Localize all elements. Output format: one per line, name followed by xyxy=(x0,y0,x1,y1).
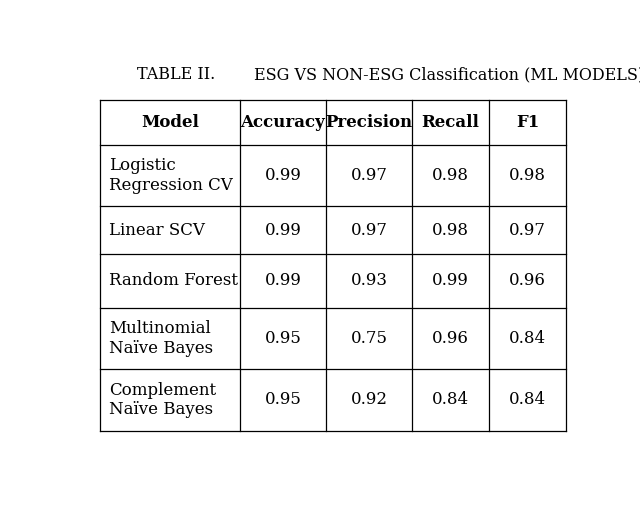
Text: 0.98: 0.98 xyxy=(432,167,469,184)
Text: Logistic
Regression CV: Logistic Regression CV xyxy=(109,157,232,194)
Text: 0.95: 0.95 xyxy=(264,330,301,347)
Text: 0.98: 0.98 xyxy=(509,167,546,184)
Text: Multinomial
Naïve Bayes: Multinomial Naïve Bayes xyxy=(109,321,213,357)
Text: 0.96: 0.96 xyxy=(432,330,469,347)
Text: Linear SCV: Linear SCV xyxy=(109,221,205,239)
Text: 0.97: 0.97 xyxy=(509,221,546,239)
Text: 0.99: 0.99 xyxy=(264,167,301,184)
Text: Model: Model xyxy=(141,114,198,131)
Text: 0.84: 0.84 xyxy=(509,330,546,347)
Text: 0.99: 0.99 xyxy=(432,272,469,290)
Text: 0.95: 0.95 xyxy=(264,392,301,408)
Text: ESG VS NON-ESG Classification (ML MODELS): ESG VS NON-ESG Classification (ML MODELS… xyxy=(253,66,640,83)
Text: 0.96: 0.96 xyxy=(509,272,546,290)
Text: 0.99: 0.99 xyxy=(264,272,301,290)
Text: Recall: Recall xyxy=(422,114,479,131)
Text: Complement
Naïve Bayes: Complement Naïve Bayes xyxy=(109,382,216,418)
Text: 0.98: 0.98 xyxy=(432,221,469,239)
Text: 0.75: 0.75 xyxy=(351,330,388,347)
Text: F1: F1 xyxy=(516,114,540,131)
Text: 0.84: 0.84 xyxy=(509,392,546,408)
Text: 0.97: 0.97 xyxy=(351,221,388,239)
Text: TABLE II.: TABLE II. xyxy=(137,66,215,83)
Text: Accuracy: Accuracy xyxy=(241,114,325,131)
Text: 0.99: 0.99 xyxy=(264,221,301,239)
Text: Precision: Precision xyxy=(326,114,413,131)
Text: 0.84: 0.84 xyxy=(432,392,469,408)
Text: 0.92: 0.92 xyxy=(351,392,388,408)
Text: 0.97: 0.97 xyxy=(351,167,388,184)
Text: Random Forest: Random Forest xyxy=(109,272,238,290)
Text: 0.93: 0.93 xyxy=(351,272,388,290)
